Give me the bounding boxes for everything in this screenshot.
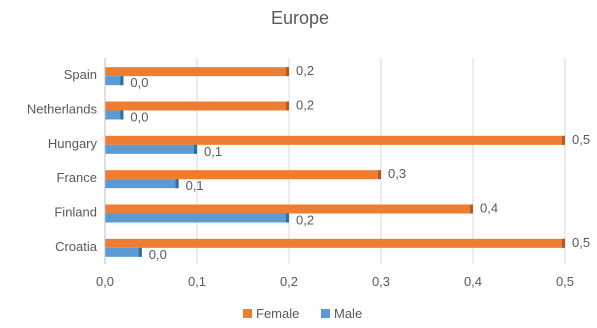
bars [105, 67, 565, 257]
legend: Female Male [243, 306, 362, 321]
category-label: Netherlands [27, 102, 98, 117]
bar-female-cap [378, 170, 381, 180]
x-tick-label: 0,0 [96, 274, 114, 289]
data-label-female: 0,3 [388, 166, 406, 181]
category-label: France [57, 170, 97, 185]
data-label-male: 0,0 [149, 247, 167, 262]
category-label: Hungary [48, 136, 98, 151]
data-label-female: 0,4 [480, 201, 498, 216]
bar-female-cap [562, 238, 565, 248]
bar-male-cap [120, 110, 124, 120]
bar-male [105, 213, 289, 223]
category-label: Finland [54, 205, 97, 220]
data-label-male: 0,0 [130, 75, 148, 90]
bar-female-cap [562, 135, 565, 145]
data-label-female: 0,5 [572, 132, 590, 147]
bar-male [105, 179, 179, 189]
grid-lines [104, 58, 566, 264]
bar-female [105, 67, 289, 77]
bar-male-cap [286, 213, 289, 223]
x-tick-label: 0,1 [188, 274, 206, 289]
category-label: Spain [64, 67, 97, 82]
bar-male-cap [120, 76, 124, 86]
bar-male-cap [175, 179, 179, 189]
x-tick-label: 0,2 [280, 274, 298, 289]
data-label-male: 0,1 [204, 144, 222, 159]
x-tick-label: 0,4 [464, 274, 482, 289]
bar-male [105, 247, 142, 257]
chart-title: Europe [271, 8, 329, 28]
category-label: Croatia [55, 239, 98, 254]
x-tick-label: 0,5 [556, 274, 574, 289]
data-label-female: 0,2 [296, 98, 314, 113]
data-label-male: 0,2 [296, 213, 314, 228]
bar-female [105, 204, 473, 214]
legend-label-male: Male [334, 306, 362, 321]
bar-male [105, 76, 124, 86]
data-label-male: 0,0 [130, 110, 148, 125]
axes: 0,0 0,1 0,2 0,3 0,4 0,5 Spain Netherlands Hungar… [27, 58, 574, 289]
data-label-female: 0,5 [572, 235, 590, 250]
bar-female [105, 101, 289, 111]
data-label-male: 0,1 [186, 178, 204, 193]
bar-male-cap [194, 144, 197, 154]
bar-male-cap [138, 247, 142, 257]
bar-female [105, 238, 565, 248]
bar-male [105, 110, 124, 120]
bar-female-cap [470, 204, 473, 214]
legend-swatch-male [321, 309, 330, 318]
bar-female [105, 135, 565, 145]
data-label-female: 0,2 [296, 63, 314, 78]
legend-label-female: Female [256, 306, 299, 321]
data-labels: 0,2 0,0 0,2 0,0 0,5 0,1 0,3 0,1 0,4 0,2 0,5 0,0 [130, 63, 590, 262]
bar-female-cap [286, 101, 289, 111]
bar-female-cap [286, 67, 289, 77]
bar-female [105, 170, 381, 180]
x-tick-label: 0,3 [372, 274, 390, 289]
bar-male [105, 144, 197, 154]
legend-swatch-female [243, 309, 252, 318]
